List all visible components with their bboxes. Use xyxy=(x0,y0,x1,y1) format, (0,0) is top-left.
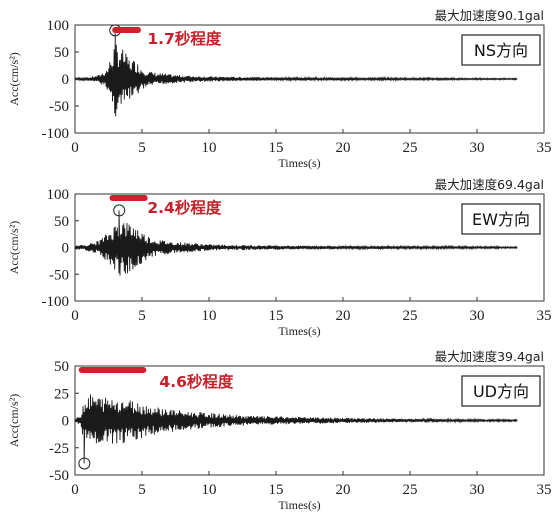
y-tick-label: 100 xyxy=(47,18,70,34)
x-tick-label: 20 xyxy=(336,482,351,498)
x-tick-label: 25 xyxy=(403,308,418,324)
peak-marker xyxy=(78,457,91,470)
y-tick-label: -50 xyxy=(49,99,69,115)
x-tick-label: 20 xyxy=(336,308,351,324)
y-tick-label: 0 xyxy=(62,241,70,257)
x-tick-label: 0 xyxy=(71,482,79,498)
y-tick-label: -100 xyxy=(42,294,70,310)
x-tick-label: 15 xyxy=(269,140,284,156)
y-tick-label: -50 xyxy=(49,267,69,283)
x-tick-label: 25 xyxy=(403,482,418,498)
y-axis-label: Acc(cm/s²) xyxy=(7,52,21,106)
y-axis-label: Acc(cm/s²) xyxy=(7,394,21,448)
y-tick-label: 0 xyxy=(62,414,70,430)
direction-label: NS方向 xyxy=(474,41,528,60)
direction-label: UD方向 xyxy=(473,382,529,401)
x-tick-label: 5 xyxy=(138,482,146,498)
y-tick-label: 50 xyxy=(54,45,69,61)
x-axis-label: Times(s) xyxy=(278,156,320,170)
direction-label: EW方向 xyxy=(472,210,530,229)
x-tick-label: 5 xyxy=(138,308,146,324)
x-tick-label: 35 xyxy=(537,140,552,156)
max-acceleration-label: 最大加速度39.4gal xyxy=(435,349,544,364)
y-axis-label: Acc(cm/s²) xyxy=(7,221,21,275)
y-tick-label: 50 xyxy=(54,214,69,230)
acceleration-series-line xyxy=(74,394,518,464)
x-tick-label: 30 xyxy=(470,140,485,156)
x-tick-label: 0 xyxy=(71,308,79,324)
x-tick-label: 35 xyxy=(537,308,552,324)
x-tick-label: 10 xyxy=(202,308,217,324)
duration-label: 2.4秒程度 xyxy=(147,198,221,217)
y-tick-label: 50 xyxy=(54,359,69,375)
x-tick-label: 30 xyxy=(470,482,485,498)
y-tick-label: 25 xyxy=(54,386,69,402)
x-tick-label: 35 xyxy=(537,482,552,498)
x-tick-label: 20 xyxy=(336,140,351,156)
x-axis-label: Times(s) xyxy=(278,324,320,338)
max-acceleration-label: 最大加速度90.1gal xyxy=(435,8,544,23)
duration-label: 4.6秒程度 xyxy=(159,372,233,391)
x-tick-label: 10 xyxy=(202,140,217,156)
direction-label-box xyxy=(461,34,541,66)
max-acceleration-label: 最大加速度69.4gal xyxy=(435,177,544,192)
x-tick-label: 25 xyxy=(403,140,418,156)
y-tick-label: -50 xyxy=(49,468,69,484)
x-tick-label: 0 xyxy=(71,140,79,156)
acceleration-series-line xyxy=(74,30,518,117)
y-tick-label: -100 xyxy=(42,126,70,142)
x-tick-label: 15 xyxy=(269,482,284,498)
x-tick-label: 30 xyxy=(470,308,485,324)
x-tick-label: 10 xyxy=(202,482,217,498)
direction-label-box xyxy=(461,375,541,407)
acceleration-series-line xyxy=(74,210,518,276)
peak-marker xyxy=(113,204,126,217)
duration-label: 1.7秒程度 xyxy=(147,29,221,48)
direction-label-box xyxy=(461,203,541,235)
y-tick-label: -25 xyxy=(49,441,69,457)
y-tick-label: 0 xyxy=(62,72,70,88)
x-tick-label: 5 xyxy=(138,140,146,156)
y-tick-label: 100 xyxy=(47,187,70,203)
x-tick-label: 15 xyxy=(269,308,284,324)
x-axis-label: Times(s) xyxy=(278,498,320,512)
